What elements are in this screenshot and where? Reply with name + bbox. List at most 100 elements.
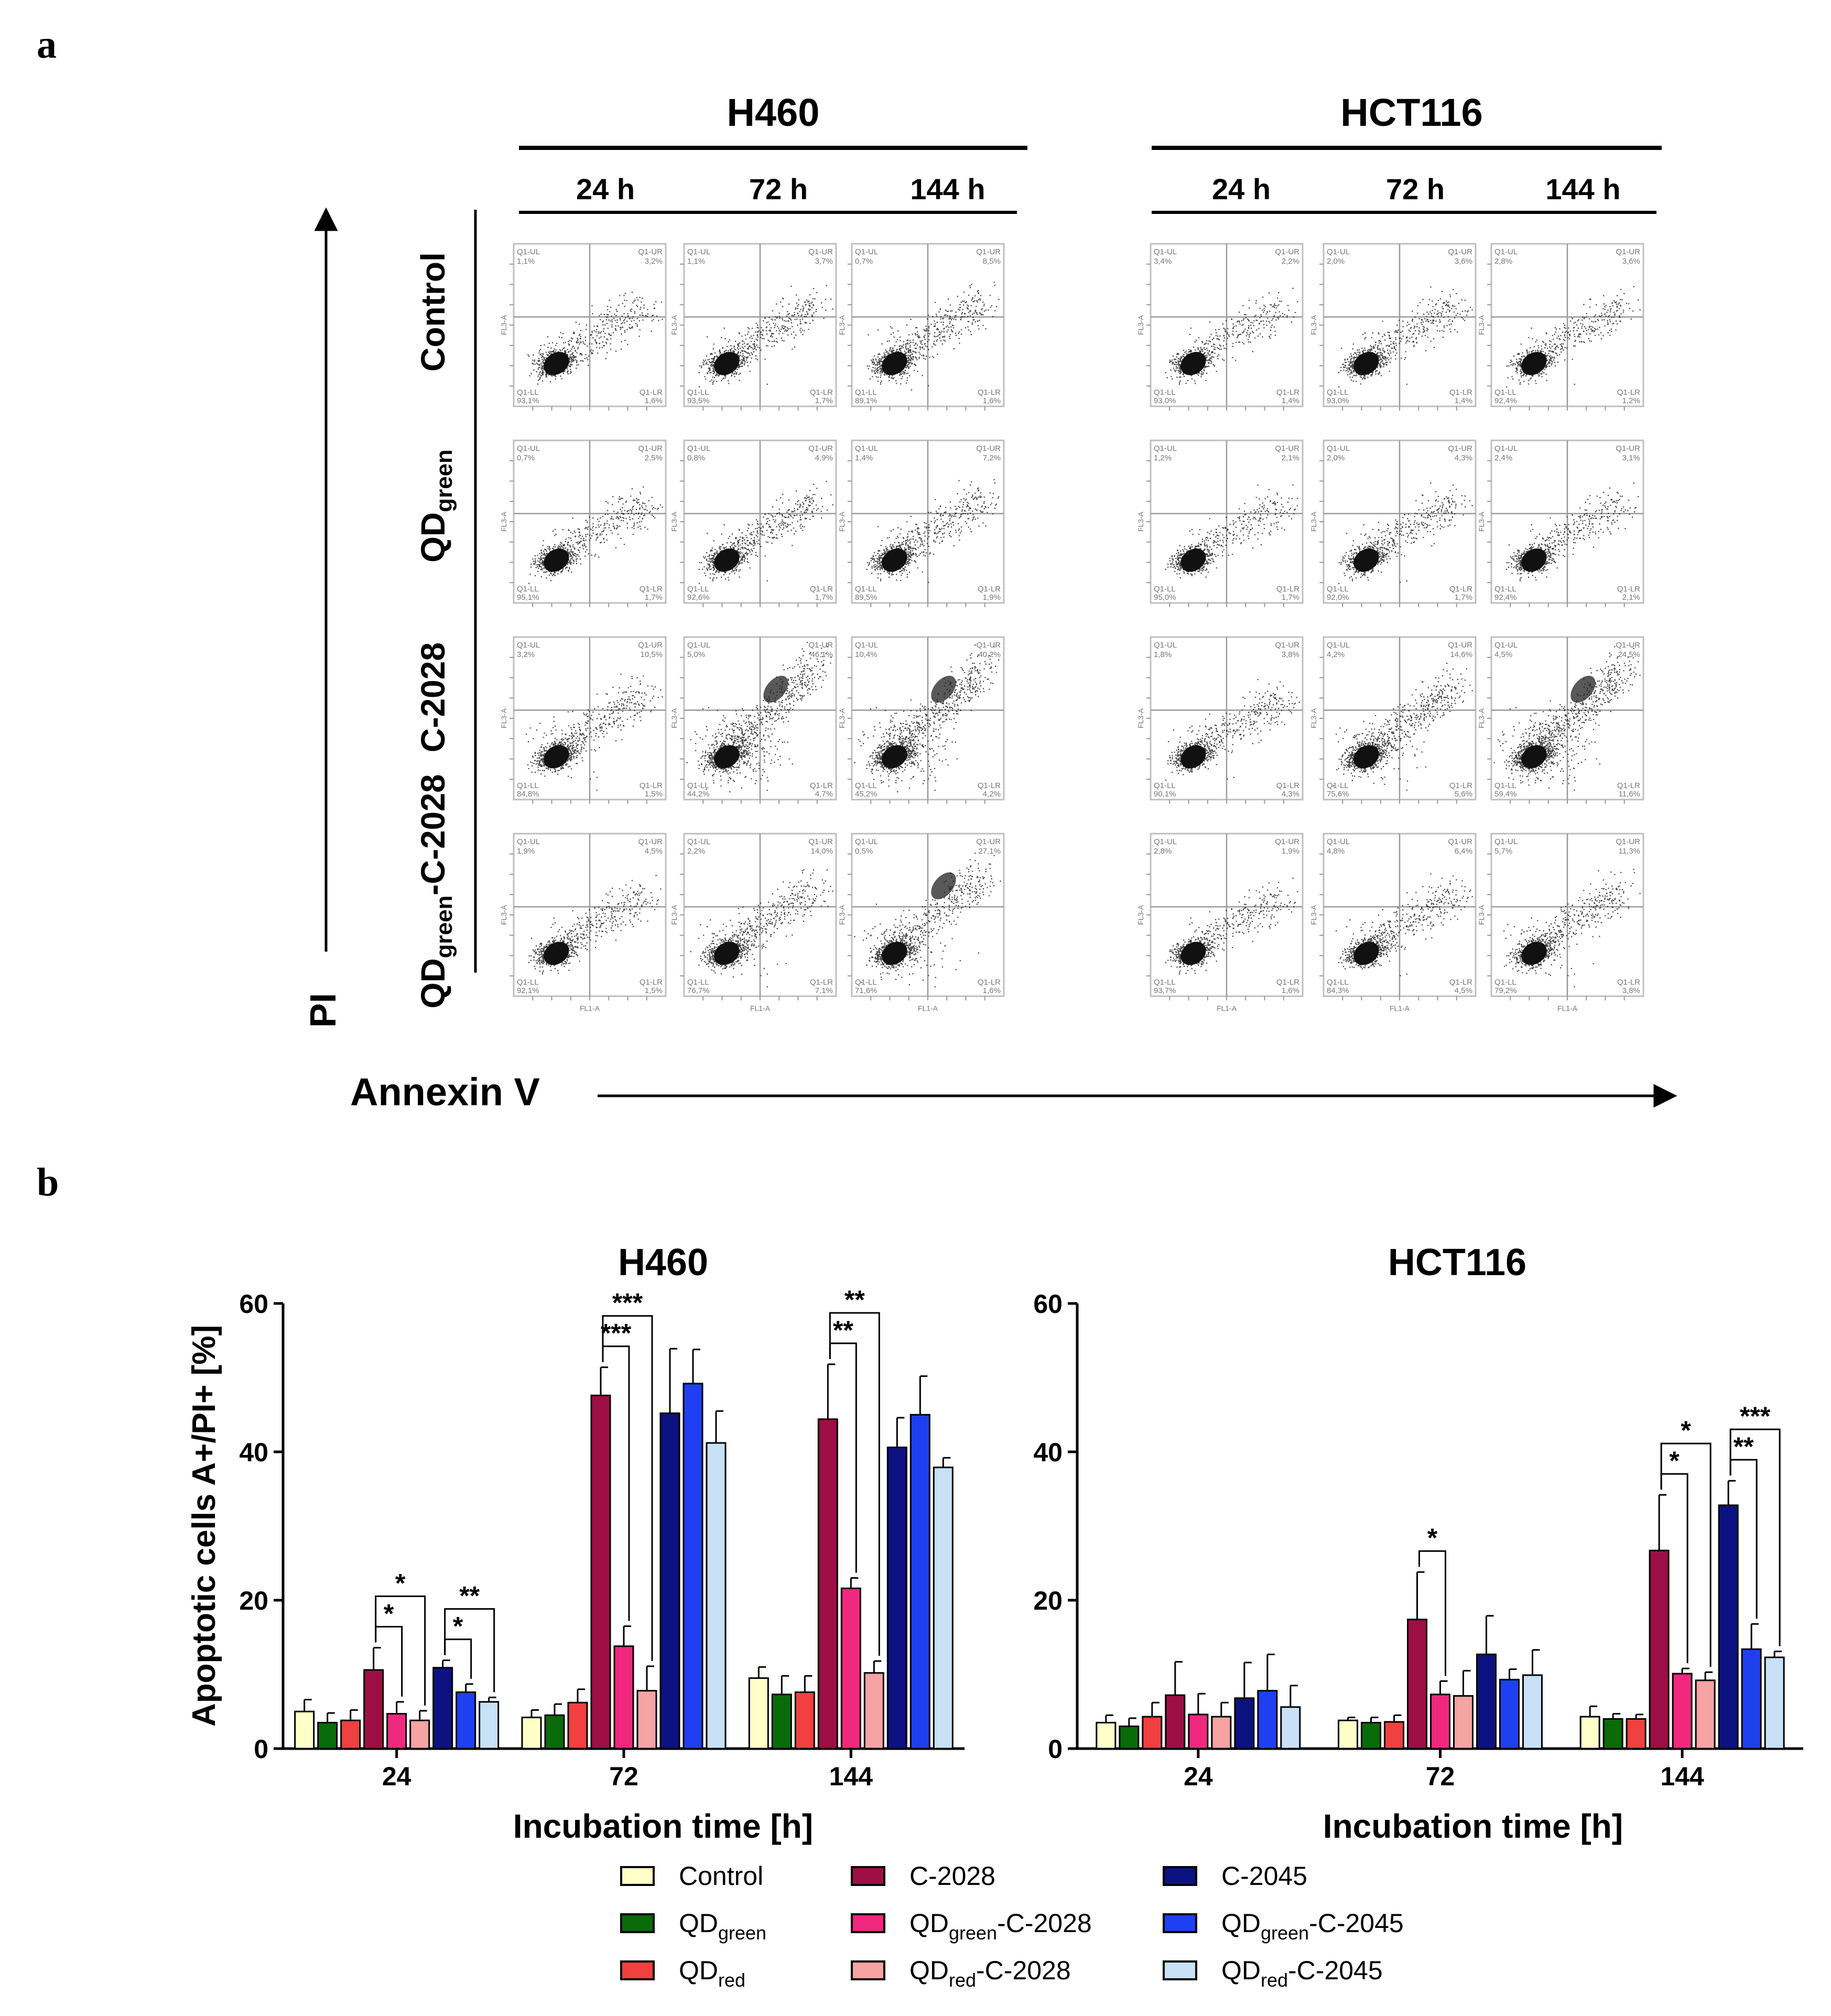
chart-title-h460: H460 (618, 1242, 708, 1284)
quadrant-label: Q1-UL (687, 444, 710, 453)
quadrant-value: 0,7% (855, 257, 873, 266)
quadrant-label: Q1-LR (1617, 781, 1640, 790)
quadrant-label: Q1-UR (1275, 444, 1299, 453)
quadrant-value: 1,5% (645, 790, 663, 799)
quadrant-value: 1,4% (1455, 396, 1472, 405)
quadrant-label: Q1-LL (855, 781, 877, 790)
y-axis-tick-label: FL3-A (670, 511, 678, 532)
legend-label-tail: -C-2045 (1309, 1909, 1404, 1938)
quadrant-label: Q1-LR (810, 388, 833, 397)
quadrant-label: Q1-UR (976, 837, 1001, 846)
quadrant-value: 3,8% (1622, 986, 1640, 995)
bar (682, 1383, 703, 1750)
panel-a-label: a (37, 23, 57, 67)
legend-label: QDred (679, 1956, 745, 1991)
quadrant-value: 2,1% (1622, 593, 1640, 602)
quadrant-value: 92,1% (517, 986, 539, 995)
bar (409, 1719, 430, 1750)
quadrant-value: 89,1% (855, 396, 877, 405)
y-tick-label: 40 (239, 1438, 268, 1467)
quadrant-label: Q1-UL (687, 641, 710, 650)
group-header-h460: H460 24 h 72 h 144 h (519, 91, 1027, 214)
bar (317, 1721, 338, 1750)
quadrant-label: Q1-UL (855, 837, 878, 846)
group-header-hct116: HCT116 24 h 72 h 144 h (1152, 91, 1662, 214)
legend-swatch (620, 1913, 655, 1933)
legend-label: QDgreen-C-2045 (1221, 1909, 1404, 1944)
quadrant-label: Q1-UL (855, 444, 878, 453)
significance-bracket (1729, 1428, 1781, 1646)
legend-label-main: QD (909, 1956, 949, 1985)
row-label-tail: -C-2028 (414, 774, 452, 895)
bar (1234, 1697, 1255, 1750)
legend-swatch (620, 1866, 655, 1886)
quadrant-label: Q1-UR (638, 641, 663, 650)
quadrant-label: Q1-LL (517, 388, 539, 397)
x-axis-label-h460: Incubation time [h] (513, 1807, 813, 1845)
x-axis-tick-label: FL1-A (1217, 1004, 1237, 1012)
significance-label: ** (833, 1316, 853, 1345)
bar (863, 1672, 884, 1750)
quadrant-value: 93,7% (1154, 986, 1176, 995)
y-axis-tick-label: FL3-A (1136, 315, 1145, 335)
quadrant-label: Q1-UR (1448, 641, 1472, 650)
quadrant-value: 1,1% (687, 257, 705, 266)
quadrant-label: Q1-UR (1275, 247, 1299, 256)
quadrant-label: Q1-LL (687, 585, 709, 594)
scatter-core (1180, 942, 1206, 965)
quadrant-value: 3,6% (1455, 257, 1472, 266)
quadrant-label: Q1-LR (1617, 585, 1640, 594)
scatter-core (544, 745, 569, 769)
quadrant-value: 40,2% (978, 650, 1001, 659)
bar (613, 1645, 634, 1750)
x-tick-label: 72 (1426, 1762, 1455, 1791)
scatter-core-upper (1570, 675, 1596, 703)
significance-label: *** (601, 1319, 632, 1348)
bar (1476, 1653, 1497, 1750)
quadrant-value: 93,0% (1154, 396, 1176, 405)
legend-item: Control (620, 1861, 763, 1891)
scatter-core (714, 548, 740, 572)
quadrant-value: 1,7% (815, 396, 833, 405)
quadrant-label: Q1-UR (976, 247, 1001, 256)
y-axis-tick-label: FL3-A (1477, 511, 1486, 532)
bar (909, 1414, 930, 1750)
quadrant-value: 1,4% (1282, 396, 1299, 405)
bar (794, 1691, 815, 1750)
quadrant-value: 4,8% (1327, 847, 1345, 856)
quadrant-value: 4,5% (1494, 650, 1512, 659)
time-label: 24 h (1212, 173, 1271, 206)
panel-b-label: b (37, 1160, 59, 1204)
quadrant-label: Q1-LR (810, 781, 833, 790)
legend-swatch (1163, 1960, 1197, 1980)
quadrant-value: 14,0% (810, 847, 833, 856)
quadrant-label: Q1-UL (1327, 641, 1350, 650)
scatter-core (1353, 745, 1379, 769)
legend-swatch (1163, 1866, 1197, 1886)
quadrant-value: 3,2% (645, 257, 663, 266)
y-axis-tick-label: FL3-A (1309, 904, 1318, 925)
legend-item: QDred-C-2045 (1163, 1956, 1383, 1991)
significance-label: * (1681, 1416, 1691, 1445)
bar (590, 1394, 611, 1750)
quadrant-value: 1,6% (983, 396, 1001, 405)
y-axis-tick-label: FL3-A (1309, 315, 1318, 335)
row-label-main: Control (414, 252, 452, 372)
y-axis-tick-label: FL3-A (1477, 315, 1486, 335)
panel-b: b H460 HCT116 Apoptotic cells A+/PI+ [%]… (37, 1160, 1803, 1991)
bar (521, 1717, 542, 1750)
quadrant-label: Q1-LR (1449, 388, 1472, 397)
legend-label-sub: green (949, 1922, 997, 1944)
quadrant-value: 1,2% (1622, 396, 1640, 405)
legend-label-sub: red (1261, 1969, 1288, 1991)
quadrant-value: 3,7% (815, 257, 833, 266)
significance-bracket (829, 1312, 880, 1656)
quadrant-label: Q1-UR (808, 444, 833, 453)
bar (933, 1467, 954, 1750)
